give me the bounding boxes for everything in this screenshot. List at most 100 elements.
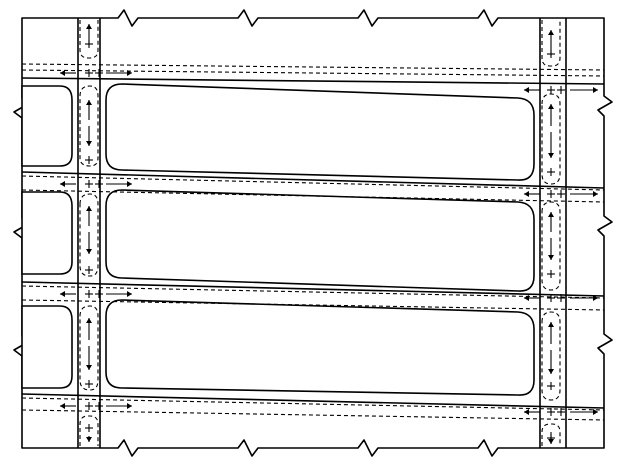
junction-plus-marker <box>557 294 565 302</box>
arrow-head <box>524 87 529 93</box>
arrow-head <box>60 70 65 76</box>
flow-markers <box>60 24 598 444</box>
flow-arrow-horizontal <box>60 181 76 187</box>
arrow-head <box>548 212 554 217</box>
arrow-head <box>60 181 65 187</box>
flow-arrow-vertical <box>548 238 554 260</box>
junction-plus-marker <box>85 156 93 164</box>
arrow-head <box>86 249 92 254</box>
junction-plus-marker <box>85 424 93 432</box>
arrow-head <box>548 30 554 35</box>
arrow-head <box>86 318 92 323</box>
arrow-head <box>127 181 132 187</box>
junction-plus-marker <box>547 190 555 198</box>
flow-arrow-horizontal <box>570 295 598 301</box>
partial-block-3 <box>21 305 73 389</box>
junction-plus-marker <box>557 86 565 94</box>
junction-plus-marker <box>547 86 555 94</box>
v-loop-left-1 <box>79 85 99 167</box>
junction-plus-marker <box>547 408 555 416</box>
flow-arrow-horizontal <box>60 70 76 76</box>
arrow-head <box>524 191 529 197</box>
flow-arrow-vertical <box>86 232 92 254</box>
h-corridor-4 <box>21 397 605 411</box>
flow-arrow-vertical <box>86 206 92 226</box>
junction-plus-marker <box>547 294 555 302</box>
partial-block-2 <box>21 191 73 275</box>
partial-block-1 <box>21 85 73 167</box>
junction-plus-marker <box>557 190 565 198</box>
arrow-head <box>593 295 598 301</box>
junction-plus-marker <box>557 408 565 416</box>
junction-plus-marker <box>95 69 103 77</box>
flow-arrow-vertical <box>86 100 92 120</box>
junction-plus-marker <box>547 382 555 390</box>
flow-arrow-vertical <box>86 318 92 340</box>
arrow-head <box>548 104 554 109</box>
arrow-head <box>548 153 554 158</box>
junction-plus-marker <box>85 69 93 77</box>
junction-plus-marker <box>547 50 555 58</box>
flow-arrow-vertical <box>548 104 554 126</box>
arrow-head <box>524 409 529 415</box>
arrow-head <box>60 403 65 409</box>
junction-plus-marker <box>85 402 93 410</box>
v-loop-left-bottom <box>79 415 99 446</box>
flow-arrow-vertical <box>86 436 92 442</box>
h-corridor-2b <box>21 189 605 203</box>
roadway-lines <box>21 18 605 448</box>
flow-arrow-horizontal <box>570 191 598 197</box>
flow-arrow-vertical <box>548 350 554 374</box>
arrow-head <box>86 141 92 146</box>
arrow-head <box>593 191 598 197</box>
v-loop-left-top <box>79 20 99 59</box>
junction-plus-marker <box>547 168 555 176</box>
arrow-head <box>86 24 92 29</box>
flow-arrow-vertical <box>548 322 554 344</box>
flow-arrow-horizontal <box>570 409 598 415</box>
arrow-head <box>86 206 92 211</box>
junction-plus-marker <box>85 180 93 188</box>
junction-plus-marker <box>547 434 555 442</box>
arrow-head <box>524 295 529 301</box>
parking-block-3 <box>105 299 535 396</box>
junction-plus-marker <box>85 290 93 298</box>
junction-plus-marker <box>95 180 103 188</box>
arrow-head <box>548 369 554 374</box>
flow-arrow-horizontal <box>106 291 132 297</box>
flow-arrow-horizontal <box>524 87 540 93</box>
arrow-head <box>127 403 132 409</box>
v-loop-right-top <box>541 20 561 67</box>
arrow-head <box>593 409 598 415</box>
junction-plus-marker <box>85 266 93 274</box>
v-loop-right-bottom <box>541 423 561 446</box>
flow-arrow-vertical <box>86 346 92 370</box>
arrow-head <box>60 291 65 297</box>
h-corridor-3 <box>21 285 605 299</box>
h-corridor-2 <box>21 175 605 191</box>
parking-block-1 <box>105 83 535 181</box>
flow-arrow-horizontal <box>60 403 76 409</box>
junction-plus-marker <box>95 402 103 410</box>
v-loop-right-3 <box>541 311 561 401</box>
parking-blocks <box>105 83 535 396</box>
flow-arrow-horizontal <box>570 87 598 93</box>
v-loop-left-3 <box>79 305 99 391</box>
h-corridor-1 <box>21 63 605 71</box>
junction-plus-marker <box>547 270 555 278</box>
junction-plus-marker <box>85 380 93 388</box>
flow-arrow-horizontal <box>106 70 132 76</box>
flow-arrow-horizontal <box>106 181 132 187</box>
flow-arrow-horizontal <box>60 291 76 297</box>
left-partial-blocks <box>21 85 73 389</box>
junction-plus-marker <box>85 40 93 48</box>
arrow-head <box>127 291 132 297</box>
v-loop-left-2 <box>79 193 99 277</box>
h-corridor-3b <box>21 299 605 311</box>
arrow-head <box>593 87 598 93</box>
junction-plus-marker <box>95 290 103 298</box>
h-corridor-4b <box>21 409 605 421</box>
dashed-corridors <box>21 20 605 446</box>
flow-arrow-vertical <box>548 132 554 158</box>
